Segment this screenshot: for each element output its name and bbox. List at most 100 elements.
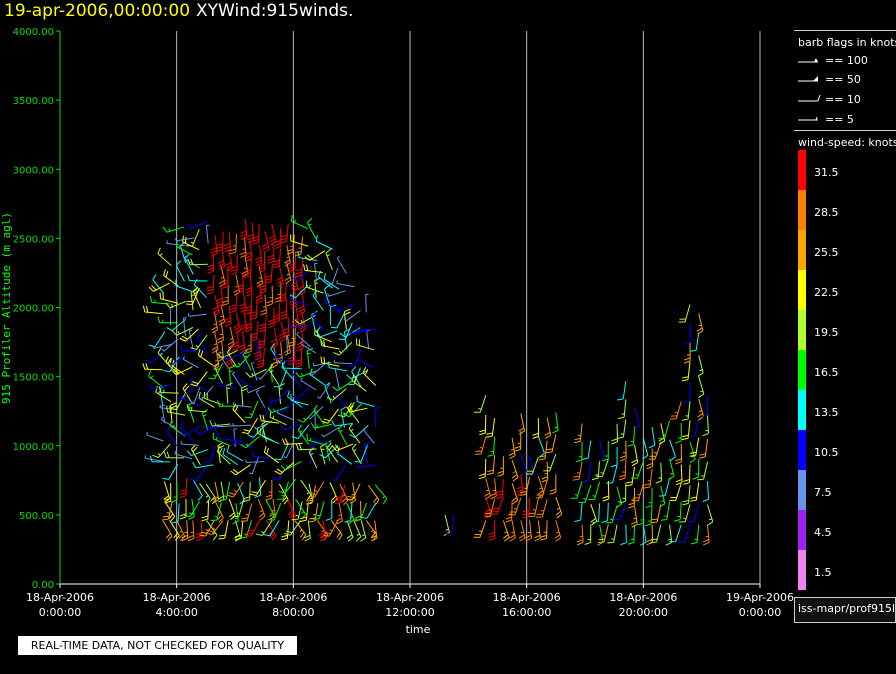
wind-barb (328, 267, 339, 286)
wind-barb (519, 476, 531, 496)
wind-barb (637, 504, 645, 526)
wind-barb (374, 484, 388, 505)
wind-barb (259, 414, 280, 424)
wind-barb (233, 312, 241, 334)
wind-barb (186, 404, 207, 413)
wind-barb (190, 375, 208, 392)
wind-barb (356, 395, 375, 407)
wind-barb (282, 316, 290, 338)
wind-barb (692, 459, 700, 480)
wind-barb (259, 273, 267, 294)
wind-barb (247, 424, 267, 438)
speed-color-label: 10.5 (814, 446, 839, 459)
wind-barb (362, 366, 377, 386)
wind-barb (252, 224, 260, 245)
wind-barb (496, 478, 504, 499)
wind-barb (187, 274, 208, 282)
wind-barb (575, 441, 583, 463)
wind-barb (339, 484, 349, 506)
wind-barb (294, 520, 307, 541)
wind-barb (333, 359, 353, 365)
wind-barb (669, 483, 682, 501)
wind-barb (326, 442, 339, 463)
wind-barb (244, 400, 259, 419)
wind-barb (535, 499, 548, 518)
wind-barb (473, 394, 487, 413)
wind-barb (182, 235, 200, 251)
wind-barb (312, 501, 325, 520)
wind-barb (347, 402, 360, 423)
wind-barb (152, 443, 171, 459)
wind-barb (669, 401, 682, 420)
wind-barb (287, 390, 303, 408)
wind-barb (335, 303, 354, 313)
wind-barb (508, 437, 516, 459)
wind-barb (206, 520, 218, 541)
wind-barb (276, 265, 284, 287)
wind-barb (309, 368, 326, 386)
wind-barb (193, 278, 208, 299)
wind-barb (222, 448, 238, 466)
wind-barb (162, 226, 185, 233)
wind-barb (491, 496, 504, 515)
wind-barb (214, 424, 224, 446)
wind-barb (300, 377, 317, 391)
wind-barb (581, 440, 592, 460)
x-axis-label: time (406, 623, 431, 636)
wind-barb (581, 462, 592, 483)
wind-barb (642, 437, 649, 460)
wind-barb (570, 480, 583, 499)
wind-barb (321, 408, 340, 424)
wind-barb (511, 460, 519, 482)
wind-barb (288, 322, 310, 329)
wind-barb (240, 503, 253, 522)
wind-barb (291, 306, 300, 328)
wind-barb (205, 520, 224, 536)
wind-barb (497, 456, 504, 477)
wind-barb (668, 458, 675, 480)
wind-barb (325, 500, 333, 521)
wind-barb (574, 502, 583, 523)
wind-barb (232, 499, 245, 518)
wind-barb (274, 282, 282, 303)
wind-barb (479, 458, 487, 480)
x-tick-time: 4:00:00 (155, 606, 197, 619)
wind-barb (374, 406, 382, 427)
wind-barb (265, 520, 277, 541)
wind-barb (576, 524, 584, 546)
wind-barb (367, 484, 380, 506)
wind-barb (224, 305, 232, 327)
wind-barb (171, 503, 180, 524)
wind-barb (205, 483, 217, 505)
wind-barbs (142, 215, 714, 546)
wind-barb (307, 406, 324, 420)
wind-barb (158, 386, 179, 394)
wind-barb (683, 382, 691, 404)
wind-barb (602, 480, 610, 502)
wind-barb (179, 477, 188, 499)
wind-barb (179, 328, 199, 342)
wind-barb (166, 318, 187, 332)
wind-barb (276, 409, 294, 421)
wind-barb (289, 287, 297, 309)
wind-barb (144, 455, 163, 462)
barb-legend-symbol (798, 58, 818, 63)
wind-barb (684, 323, 692, 345)
wind-barb (627, 426, 636, 447)
wind-barb (344, 502, 353, 523)
wind-barb (254, 420, 273, 430)
wind-barb (346, 483, 361, 501)
wind-barb (323, 272, 340, 290)
wind-barb (316, 520, 329, 541)
wind-barb (314, 262, 318, 282)
wind-barb (232, 503, 239, 525)
wind-barb (274, 228, 282, 250)
wind-barb (288, 326, 296, 347)
wind-barb (644, 506, 653, 527)
wind-barb (349, 330, 369, 334)
wind-barb (532, 418, 540, 439)
wind-barb (259, 312, 267, 333)
wind-barb (343, 310, 361, 322)
x-tick-time: 20:00:00 (619, 606, 668, 619)
wind-barb (290, 234, 309, 247)
